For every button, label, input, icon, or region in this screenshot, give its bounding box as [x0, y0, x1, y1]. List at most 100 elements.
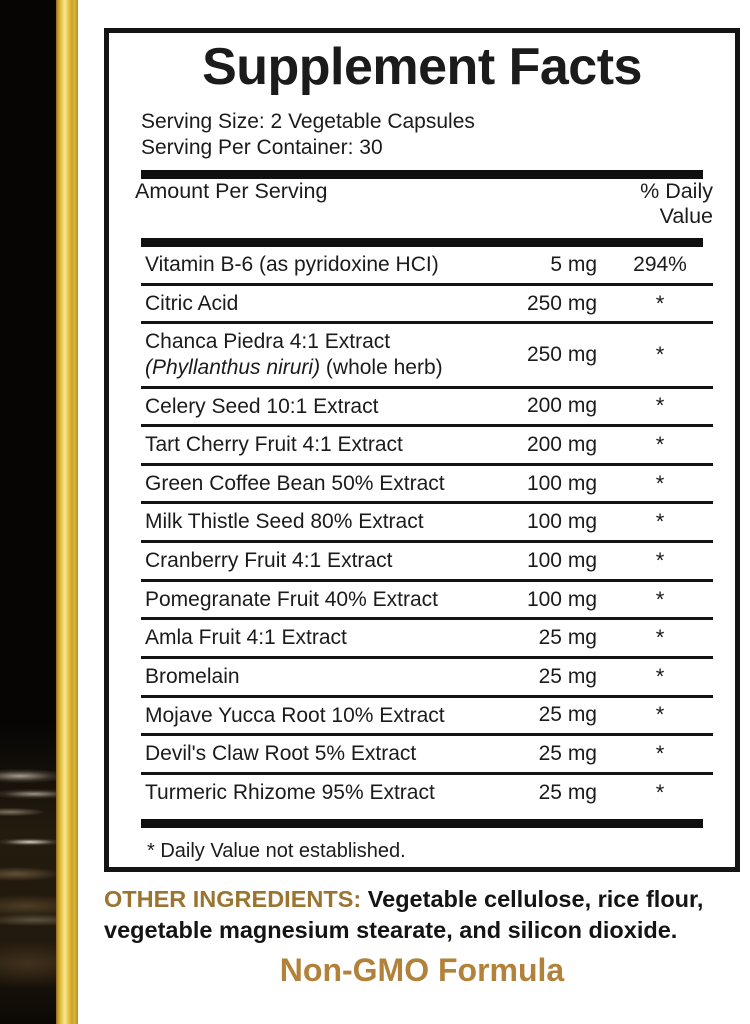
ingredient-daily-value: *: [655, 432, 665, 458]
other-ingredients-text: Vegetable cellulose, rice flour, vegetab…: [104, 886, 704, 944]
ingredient-name-main: Mojave Yucca Root 10% Extract: [145, 703, 445, 727]
decorative-smoke-swirl: [0, 724, 56, 1024]
ingredient-name-main: Pomegranate Fruit 40% Extract: [145, 587, 438, 611]
ingredient-daily-value: *: [655, 470, 665, 496]
row-divider: [135, 501, 719, 505]
ingredient-row: Amla Fruit 4:1 Extract 25 mg *: [135, 620, 719, 656]
row-divider: [135, 282, 719, 286]
rule-bottom-thick: [141, 819, 703, 829]
header-amount-per-serving: Amount Per Serving: [135, 179, 328, 204]
serving-per-container: Serving Per Container: 30: [141, 136, 383, 160]
ingredient-daily-value: *: [655, 625, 665, 651]
ingredient-amount: 5 mg: [550, 253, 597, 277]
ingredient-amount: 25 mg: [538, 626, 597, 650]
ingredient-name-main: Citric Acid: [145, 291, 239, 315]
left-decorative-edge: [0, 0, 78, 1024]
supplement-facts-panel: Supplement Facts Serving Size: 2 Vegetab…: [104, 28, 740, 872]
ingredient-row: Mojave Yucca Root 10% Extract 25 mg *: [135, 698, 719, 734]
ingredient-amount: 200 mg: [526, 433, 597, 457]
ingredient-daily-value: *: [655, 663, 665, 689]
ingredient-name: Mojave Yucca Root 10% Extract: [135, 698, 471, 734]
decorative-black-panel: [0, 0, 56, 1024]
daily-value-footnote: * Daily Value not established.: [147, 840, 406, 863]
ingredient-daily-value: *: [655, 779, 665, 805]
ingredient-amount: 25 mg: [538, 780, 597, 804]
ingredient-name-main: Bromelain: [145, 664, 240, 688]
supplement-facts-table: Amount Per Serving % Daily Value: [135, 179, 719, 229]
ingredient-daily-value: *: [655, 290, 665, 316]
ingredient-name-main: Vitamin B-6 (as pyridoxine HCI): [145, 253, 439, 277]
ingredient-row: Milk Thistle Seed 80% Extract 100 mg *: [135, 504, 719, 540]
header-daily-value: % Daily Value: [640, 179, 713, 229]
ingredient-row: Devil's Claw Root 5% Extract 25 mg *: [135, 736, 719, 772]
ingredient-amount: 25 mg: [538, 664, 597, 688]
serving-size: Serving Size: 2 Vegetable Capsules: [141, 110, 475, 134]
ingredient-name-main: Milk Thistle Seed 80% Extract: [145, 510, 424, 534]
ingredient-latin-name: (Phyllanthus niruri) (whole herb): [145, 355, 471, 381]
ingredient-name-main: Devil's Claw Root 5% Extract: [145, 742, 417, 766]
ingredient-daily-value: *: [655, 509, 665, 535]
row-divider: [135, 617, 719, 621]
ingredient-row: Cranberry Fruit 4:1 Extract 100 mg *: [135, 543, 719, 579]
ingredient-name: Cranberry Fruit 4:1 Extract: [135, 543, 471, 579]
row-divider: [135, 385, 719, 389]
ingredient-amount: 250 mg: [526, 343, 597, 367]
other-ingredients-label: OTHER INGREDIENTS:: [104, 886, 362, 912]
ingredient-daily-value: *: [655, 342, 665, 368]
ingredient-name-main: Chanca Piedra 4:1 Extract: [145, 330, 391, 354]
ingredient-row: Citric Acid 250 mg *: [135, 286, 719, 322]
ingredient-daily-value: *: [655, 702, 665, 728]
ingredient-part-used: (whole herb): [320, 356, 443, 380]
ingredient-amount: 200 mg: [526, 394, 597, 418]
ingredient-name-main: Turmeric Rhizome 95% Extract: [145, 780, 435, 804]
ingredient-amount: 100 mg: [526, 510, 597, 534]
row-divider: [135, 655, 719, 659]
ingredient-row: Bromelain 25 mg *: [135, 659, 719, 695]
rule-header-thick: [141, 238, 703, 248]
row-divider: [135, 321, 719, 325]
ingredient-daily-value: *: [655, 393, 665, 419]
ingredient-name-main: Amla Fruit 4:1 Extract: [145, 626, 347, 650]
ingredient-name: Bromelain: [135, 659, 471, 695]
other-ingredients-block: OTHER INGREDIENTS: Vegetable cellulose, …: [104, 884, 750, 946]
ingredient-amount: 25 mg: [538, 741, 597, 765]
ingredient-row: Tart Cherry Fruit 4:1 Extract 200 mg *: [135, 427, 719, 463]
ingredient-daily-value: *: [655, 547, 665, 573]
ingredient-name: Citric Acid: [135, 286, 471, 322]
row-divider: [135, 771, 719, 775]
ingredient-amount: 25 mg: [538, 703, 597, 727]
ingredient-amount: 100 mg: [526, 548, 597, 572]
serving-info: Serving Size: 2 Vegetable Capsules Servi…: [141, 109, 709, 161]
ingredient-name: Celery Seed 10:1 Extract: [135, 389, 471, 425]
row-divider: [135, 424, 719, 428]
ingredient-name-main: Cranberry Fruit 4:1 Extract: [145, 549, 393, 573]
ingredient-daily-value: *: [655, 586, 665, 612]
ingredient-name: Milk Thistle Seed 80% Extract: [135, 504, 471, 540]
ingredient-name: Vitamin B-6 (as pyridoxine HCI): [135, 247, 471, 283]
ingredient-amount: 100 mg: [526, 471, 597, 495]
decorative-gold-stripe: [56, 0, 78, 1024]
ingredient-latin-italic: (Phyllanthus niruri): [145, 356, 321, 380]
ingredient-amount: 250 mg: [526, 291, 597, 315]
ingredient-row: Chanca Piedra 4:1 Extract (Phyllanthus ni…: [135, 324, 719, 385]
ingredient-name-main: Green Coffee Bean 50% Extract: [145, 471, 445, 495]
ingredient-name: Turmeric Rhizome 95% Extract: [135, 775, 471, 811]
row-divider: [135, 462, 719, 466]
rule-top-thick: [141, 170, 703, 180]
ingredient-name: Chanca Piedra 4:1 Extract (Phyllanthus ni…: [135, 324, 471, 385]
row-divider: [135, 578, 719, 582]
ingredient-row: Vitamin B-6 (as pyridoxine HCI) 5 mg 294%: [135, 247, 719, 283]
ingredient-row: Celery Seed 10:1 Extract 200 mg *: [135, 389, 719, 425]
ingredient-name: Devil's Claw Root 5% Extract: [135, 736, 471, 772]
panel-title: Supplement Facts: [202, 38, 642, 96]
ingredient-row: Green Coffee Bean 50% Extract 100 mg *: [135, 466, 719, 502]
ingredient-amount: 100 mg: [526, 587, 597, 611]
ingredient-daily-value: 294%: [633, 253, 687, 277]
row-divider: [135, 733, 719, 737]
row-divider: [135, 540, 719, 544]
ingredient-name-main: Celery Seed 10:1 Extract: [145, 394, 379, 418]
ingredient-name: Amla Fruit 4:1 Extract: [135, 620, 471, 656]
row-divider: [135, 694, 719, 698]
non-gmo-formula-text: Non-GMO Formula: [279, 952, 565, 988]
ingredient-name: Tart Cherry Fruit 4:1 Extract: [135, 427, 471, 463]
